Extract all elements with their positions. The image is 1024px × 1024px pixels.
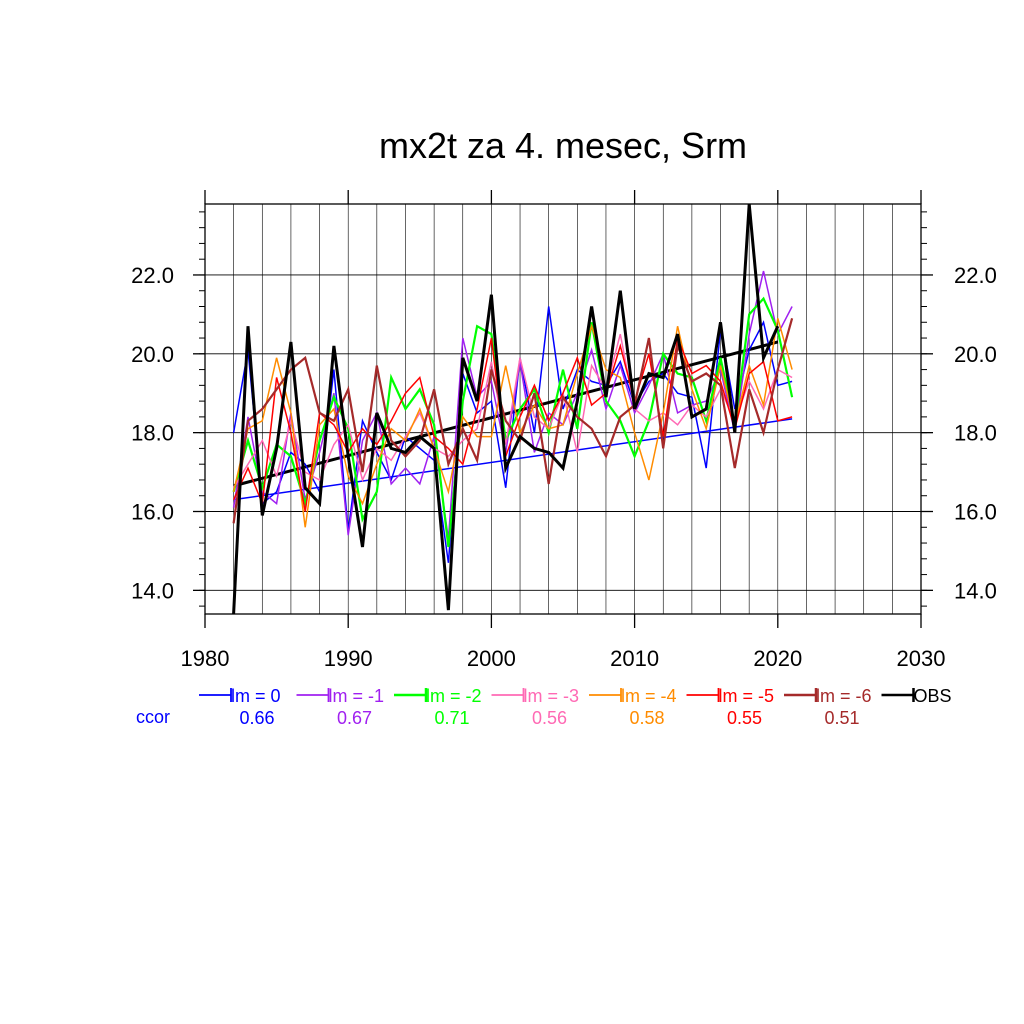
legend-ccor-value: 0.66 <box>239 708 274 728</box>
y-tick-label: 16.0 <box>131 500 174 525</box>
legend-label: lm = -4 <box>621 686 677 706</box>
legend-ccor-value: 0.55 <box>727 708 762 728</box>
axis-ticks <box>193 190 933 628</box>
ccor-label: ccor <box>136 707 170 727</box>
grid <box>204 204 922 614</box>
y-tick-labels: 14.0 14.0 16.0 16.0 18.0 18.0 20.0 20.0 22.0 22.0 <box>131 263 997 603</box>
y-tick-label: 14.0 <box>131 578 174 603</box>
y-tick-label: 14.0 <box>954 578 997 603</box>
series-line-lm-2 <box>232 296 794 548</box>
legend-ccor-value: 0.51 <box>824 708 859 728</box>
y-tick-label: 16.0 <box>954 500 997 525</box>
x-tick-labels: 1980 1990 2000 2010 2020 2030 <box>181 646 946 671</box>
legend-ccor-value: 0.67 <box>337 708 372 728</box>
x-tick-label: 2000 <box>467 646 516 671</box>
legend-ccor-value: 0.58 <box>629 708 664 728</box>
x-tick-label: 1980 <box>181 646 230 671</box>
chart-title: mx2t za 4. mesec, Srm <box>379 125 747 166</box>
legend-ccor-value: 0.56 <box>532 708 567 728</box>
legend-label: lm = -6 <box>816 686 872 706</box>
series-lines <box>232 203 794 615</box>
x-tick-label: 2030 <box>897 646 946 671</box>
plot-frame <box>204 203 922 615</box>
x-tick-label: 2010 <box>610 646 659 671</box>
legend-ccor-value: 0.71 <box>434 708 469 728</box>
y-tick-label: 20.0 <box>954 342 997 367</box>
x-tick-label: 1990 <box>324 646 373 671</box>
legend-label: lm = -5 <box>719 686 775 706</box>
legend-label: lm = 0 <box>231 686 281 706</box>
legend-label: lm = -2 <box>426 686 482 706</box>
y-tick-label: 20.0 <box>131 342 174 367</box>
y-tick-label: 22.0 <box>131 263 174 288</box>
y-tick-label: 18.0 <box>954 421 997 446</box>
y-tick-label: 22.0 <box>954 263 997 288</box>
legend-label: lm = -3 <box>524 686 580 706</box>
legend-label: OBS <box>914 686 952 706</box>
y-tick-label: 18.0 <box>131 421 174 446</box>
legend-label: lm = -1 <box>329 686 385 706</box>
x-tick-label: 2020 <box>753 646 802 671</box>
series-line-obs <box>232 203 780 615</box>
